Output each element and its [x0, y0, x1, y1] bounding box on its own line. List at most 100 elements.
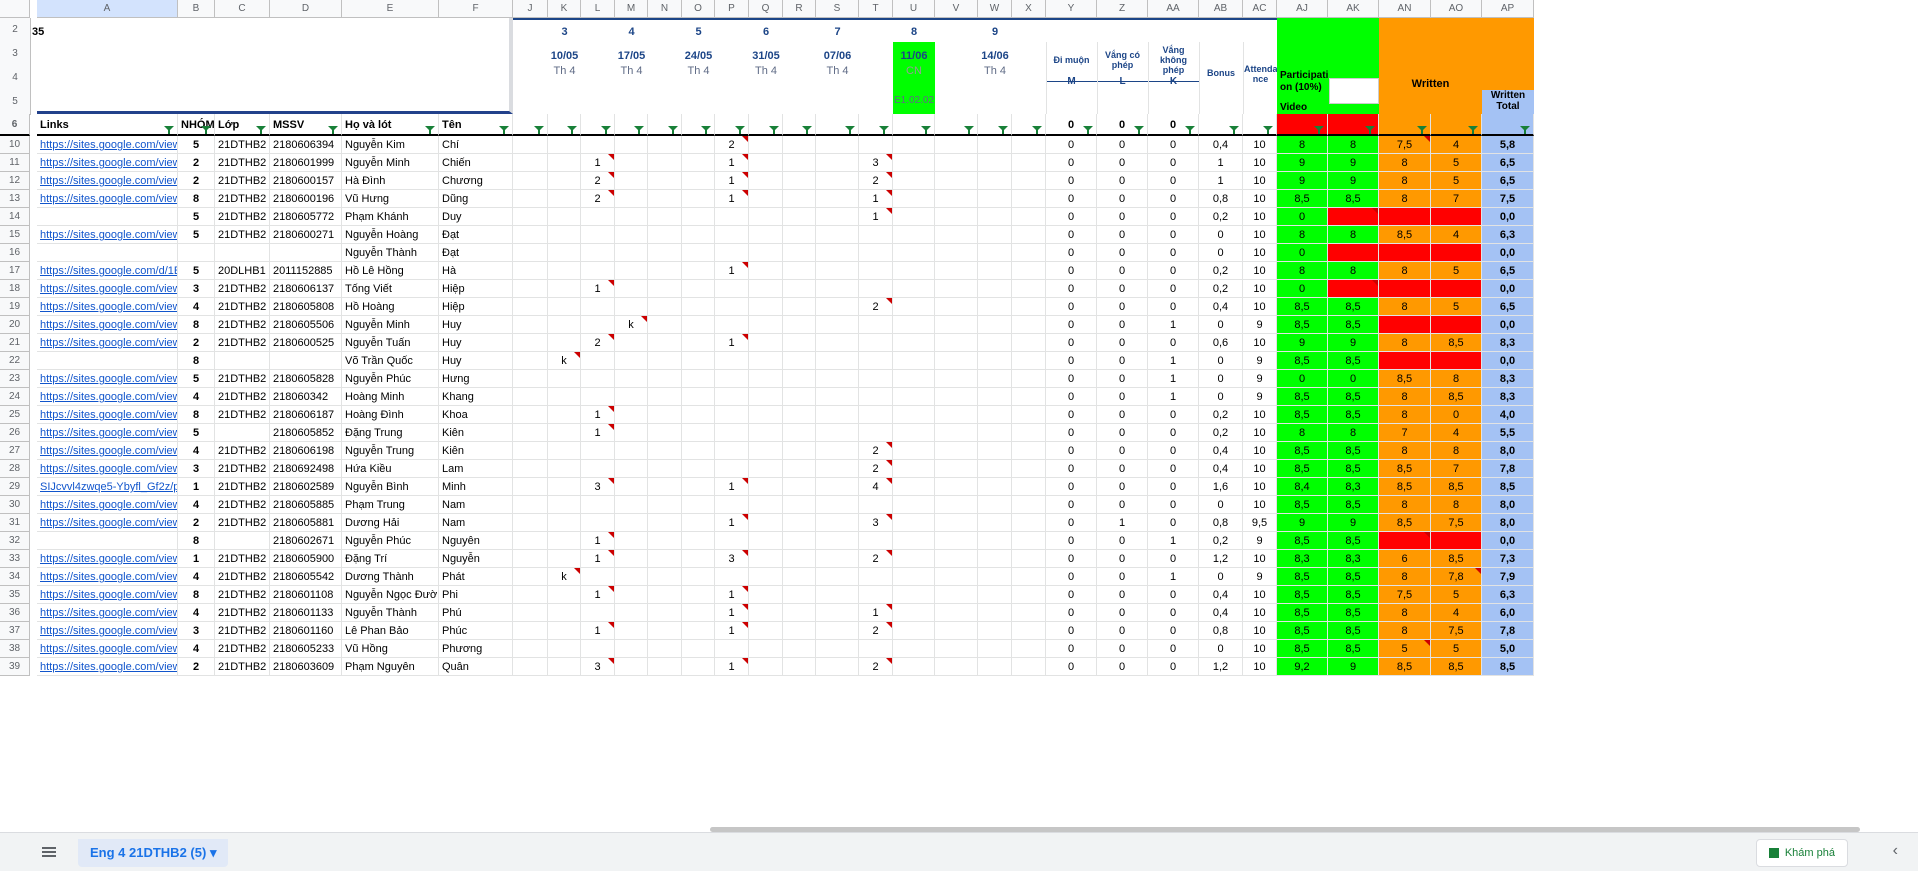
cell-ao[interactable]: 8,5	[1431, 658, 1482, 676]
cell-ap[interactable]: 6,3	[1482, 586, 1534, 604]
cell-m[interactable]	[615, 442, 648, 460]
cell-l[interactable]	[581, 514, 615, 532]
cell-o[interactable]	[682, 514, 715, 532]
cell-u[interactable]	[893, 550, 935, 568]
cell-j[interactable]	[513, 298, 548, 316]
cell-ac[interactable]: 10	[1243, 442, 1277, 460]
cell-aa[interactable]: 0	[1148, 550, 1199, 568]
cell-j[interactable]	[513, 316, 548, 334]
filter-icon[interactable]	[328, 120, 338, 134]
cell-ap[interactable]: 7,8	[1482, 460, 1534, 478]
cell-l[interactable]	[581, 496, 615, 514]
cell-s[interactable]	[816, 460, 859, 478]
chevron-down-icon[interactable]: ▾	[209, 845, 217, 860]
cell-u[interactable]	[893, 424, 935, 442]
cell-m[interactable]	[615, 640, 648, 658]
cell-r[interactable]	[783, 334, 816, 352]
cell-j[interactable]	[513, 424, 548, 442]
cell-r[interactable]	[783, 442, 816, 460]
cell-aj[interactable]: 8	[1277, 136, 1328, 154]
cell-b[interactable]: 5	[178, 424, 215, 442]
filter-icon[interactable]	[879, 120, 889, 134]
cell-j[interactable]	[513, 586, 548, 604]
cell-z[interactable]: 0	[1097, 532, 1148, 550]
cell-u[interactable]	[893, 514, 935, 532]
cell-s[interactable]	[816, 154, 859, 172]
cell-n[interactable]	[648, 406, 682, 424]
cell-u[interactable]	[893, 640, 935, 658]
cell-z[interactable]: 0	[1097, 640, 1148, 658]
cell-p[interactable]	[715, 370, 749, 388]
cell-aj[interactable]: 9	[1277, 514, 1328, 532]
cell-l[interactable]	[581, 352, 615, 370]
cell-y[interactable]: 0	[1046, 136, 1097, 154]
filter-icon[interactable]	[164, 120, 174, 134]
cell-ap[interactable]: 8,3	[1482, 388, 1534, 406]
cell-r[interactable]	[783, 640, 816, 658]
cell-v[interactable]	[935, 172, 978, 190]
cell-a[interactable]: https://sites.google.com/view/21dt	[37, 460, 178, 478]
cell-p[interactable]	[715, 496, 749, 514]
cell-ao[interactable]	[1431, 316, 1482, 334]
cell-k[interactable]	[548, 388, 581, 406]
cell-aa[interactable]: 1	[1148, 370, 1199, 388]
select-all-corner[interactable]	[0, 0, 30, 18]
cell-x[interactable]	[1012, 190, 1046, 208]
cell-o[interactable]	[682, 658, 715, 676]
cell-t[interactable]	[859, 532, 893, 550]
cell-ao[interactable]: 8	[1431, 496, 1482, 514]
filter-header-l[interactable]	[581, 114, 615, 136]
cell-ao[interactable]	[1431, 532, 1482, 550]
cell-t[interactable]	[859, 316, 893, 334]
cell-k[interactable]	[548, 532, 581, 550]
filter-icon[interactable]	[567, 120, 577, 134]
cell-u[interactable]	[893, 262, 935, 280]
cell-ab[interactable]: 0,4	[1199, 460, 1243, 478]
cell-t[interactable]	[859, 334, 893, 352]
cell-y[interactable]: 0	[1046, 550, 1097, 568]
cell-ac[interactable]: 10	[1243, 424, 1277, 442]
cell-ak[interactable]: 8,5	[1328, 352, 1379, 370]
cell-u[interactable]	[893, 532, 935, 550]
cell-k[interactable]	[548, 424, 581, 442]
cell-q[interactable]	[749, 568, 783, 586]
cell-ak[interactable]: 8	[1328, 262, 1379, 280]
cell-m[interactable]	[615, 658, 648, 676]
cell-ap[interactable]: 7,5	[1482, 190, 1534, 208]
cell-k[interactable]	[548, 622, 581, 640]
cell-e[interactable]: Hoàng Minh	[342, 388, 439, 406]
cell-d[interactable]	[270, 244, 342, 262]
cell-ac[interactable]: 10	[1243, 262, 1277, 280]
cell-ac[interactable]: 10	[1243, 478, 1277, 496]
cell-p[interactable]	[715, 532, 749, 550]
cell-c[interactable]: 21DTHB2	[215, 172, 270, 190]
cell-f[interactable]: Đạt	[439, 244, 513, 262]
cell-c[interactable]: 21DTHB2	[215, 496, 270, 514]
cell-s[interactable]	[816, 172, 859, 190]
cell-n[interactable]	[648, 586, 682, 604]
column-header-aj[interactable]: AJ	[1277, 0, 1328, 18]
column-header-ap[interactable]: AP	[1482, 0, 1534, 18]
cell-ab[interactable]: 1,2	[1199, 550, 1243, 568]
cell-y[interactable]: 0	[1046, 298, 1097, 316]
filter-icon[interactable]	[256, 120, 266, 134]
cell-j[interactable]	[513, 604, 548, 622]
cell-n[interactable]	[648, 622, 682, 640]
cell-aj[interactable]: 8	[1277, 226, 1328, 244]
cell-ap[interactable]: 8,3	[1482, 370, 1534, 388]
cell-y[interactable]: 0	[1046, 226, 1097, 244]
cell-r[interactable]	[783, 532, 816, 550]
filter-header-ap[interactable]	[1482, 114, 1534, 136]
cell-m[interactable]	[615, 496, 648, 514]
cell-b[interactable]: 8	[178, 586, 215, 604]
cell-y[interactable]: 0	[1046, 316, 1097, 334]
cell-ak[interactable]	[1328, 280, 1379, 298]
column-header-j[interactable]: J	[513, 0, 548, 18]
filter-header-o[interactable]	[682, 114, 715, 136]
cell-ab[interactable]: 0	[1199, 226, 1243, 244]
cell-ao[interactable]: 8	[1431, 370, 1482, 388]
cell-c[interactable]: 21DTHB2	[215, 208, 270, 226]
cell-f[interactable]: Huy	[439, 316, 513, 334]
cell-s[interactable]	[816, 190, 859, 208]
cell-f[interactable]: Minh	[439, 478, 513, 496]
